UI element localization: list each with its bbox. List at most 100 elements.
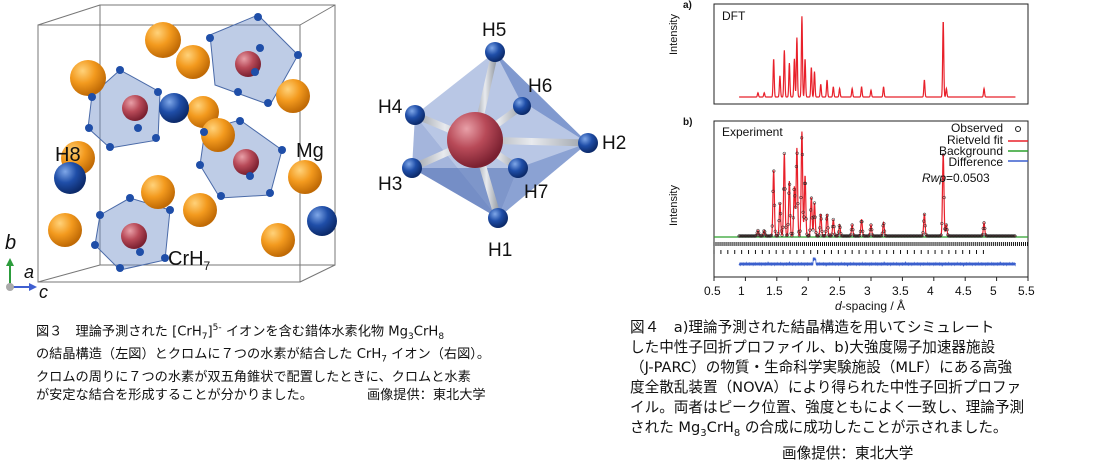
- observed-point: [943, 227, 948, 232]
- observed-point: [812, 215, 816, 219]
- observed-point: [780, 233, 784, 237]
- observed-point: [850, 223, 854, 227]
- panel-b-ylabel: Intensity: [668, 185, 680, 226]
- observed-point: [857, 234, 861, 238]
- observed-point: [803, 181, 808, 186]
- observed-point: [826, 226, 830, 230]
- observed-point: [814, 230, 818, 235]
- observed-point: [782, 151, 786, 156]
- observed-point: [941, 153, 945, 157]
- legend-difference: Difference: [948, 155, 1003, 169]
- observed-point: [851, 228, 855, 232]
- observed-point: [819, 217, 823, 221]
- panel-a-ylabel: Intensity: [668, 14, 680, 55]
- observed-point: [792, 187, 796, 192]
- observed-point: [790, 234, 794, 238]
- h4-label: H4: [378, 97, 403, 118]
- observed-point: [882, 229, 887, 233]
- h8-label: H8: [55, 144, 81, 166]
- observed-point: [868, 228, 872, 232]
- fig3-credit: 画像提供：東北大学: [366, 387, 486, 403]
- observed-point: [838, 225, 842, 230]
- observed-point: [923, 224, 927, 228]
- h7-label: H7: [524, 182, 549, 203]
- observed-point: [771, 189, 775, 193]
- observed-point: [797, 233, 802, 238]
- observed-point: [795, 151, 799, 155]
- observed-point: [772, 203, 777, 207]
- observed-point: [870, 228, 874, 232]
- observed-point: [809, 208, 813, 212]
- observed-point: [798, 229, 802, 233]
- observed-point: [763, 230, 767, 234]
- legend-observed-marker: [1015, 126, 1021, 132]
- observed-point: [849, 228, 854, 232]
- observed-point: [861, 233, 866, 238]
- observed-point: [939, 233, 943, 237]
- observed-point: [839, 232, 843, 236]
- observed-point: [783, 187, 787, 191]
- difference-series-line: [738, 257, 1016, 267]
- observed-point: [824, 217, 829, 221]
- panel-b-name: Experiment: [722, 125, 783, 139]
- observed-point: [769, 234, 773, 238]
- observed-point: [772, 169, 776, 173]
- observed-point: [818, 213, 823, 217]
- observed-point: [799, 195, 803, 200]
- observed-point: [813, 215, 817, 219]
- crh7-polyhedron-diagram: [402, 42, 598, 228]
- observed-point: [825, 213, 829, 217]
- xtick: 5.5: [1018, 284, 1035, 298]
- observed-point: [882, 221, 886, 226]
- observed-point: [920, 234, 924, 238]
- observed-point: [858, 233, 862, 238]
- xtick: 4.5: [955, 284, 972, 298]
- observed-point: [790, 232, 795, 236]
- xtick: 4: [927, 284, 934, 298]
- xtick: 3.5: [892, 284, 909, 298]
- observed-point: [881, 224, 885, 228]
- fig4-credit: 画像提供：東北大学: [782, 444, 914, 462]
- observed-point: [982, 221, 986, 225]
- observed-point: [945, 228, 949, 232]
- observed-point: [804, 217, 808, 221]
- observed-point: [812, 201, 817, 205]
- observed-point: [922, 219, 926, 223]
- panel-a-frame: [713, 3, 1029, 105]
- observed-point: [880, 231, 884, 235]
- observed-point: [796, 201, 800, 206]
- observed-point: [861, 229, 865, 233]
- observed-point: [762, 229, 766, 233]
- observed-point: [769, 233, 774, 237]
- observed-point: [777, 219, 781, 223]
- observed-point: [808, 228, 812, 232]
- h5-label: H5: [482, 20, 507, 41]
- observed-point: [778, 212, 783, 216]
- diffraction-chart: [713, 3, 1029, 281]
- crh7-label: CrH7: [168, 248, 211, 273]
- observed-point: [818, 226, 822, 230]
- observed-point: [981, 226, 985, 231]
- observed-point: [883, 233, 887, 238]
- observed-point: [775, 234, 780, 238]
- observed-point: [778, 201, 782, 206]
- unit-cell: [37, 4, 336, 283]
- observed-point: [776, 231, 780, 236]
- observed-point: [940, 178, 945, 182]
- fig4-caption: 図４ a)理論予測された結晶構造を用いてシミュレート した中性子回折プロファイル…: [630, 319, 1025, 462]
- h3-label: H3: [378, 174, 403, 195]
- observed-point: [793, 205, 798, 209]
- observed-point: [943, 227, 947, 231]
- mg-atoms: [48, 22, 322, 257]
- observed-point: [922, 212, 927, 216]
- observed-point: [791, 216, 796, 220]
- panel-a-name: DFT: [722, 9, 746, 23]
- legend-observed: Observed: [950, 121, 1003, 135]
- legend: [1008, 126, 1028, 162]
- observed-point: [817, 233, 821, 237]
- axis-c-label: c: [39, 282, 48, 302]
- x-tick-labels: 0.5 1 1.5 2 2.5 3 3.5 4 4.5 5 5.5: [0, 284, 1116, 300]
- observed-point: [787, 191, 791, 195]
- legend-background: Background: [938, 144, 1003, 158]
- observed-point: [802, 215, 806, 219]
